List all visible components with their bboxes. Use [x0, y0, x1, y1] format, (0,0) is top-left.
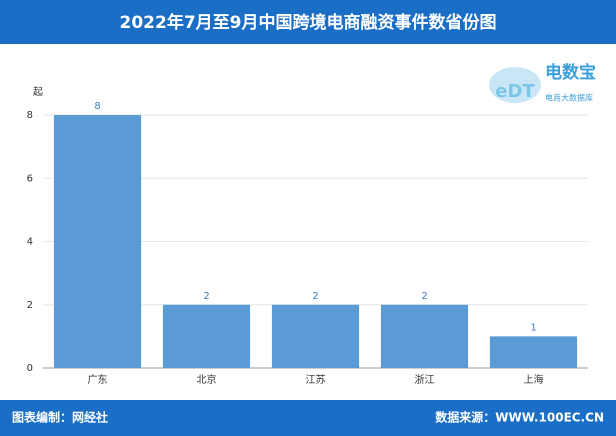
x-tick-label: 浙江 — [415, 374, 435, 386]
footer-bar — [0, 400, 616, 436]
value-label: 2 — [203, 291, 209, 302]
chart-title: 2022年7月至9月中国跨境电商融资事件数省份图 — [120, 12, 497, 33]
logo-subtitle: 电商大数据库 — [545, 93, 593, 103]
x-tick-label: 广东 — [88, 373, 108, 386]
y-tick-label: 6 — [27, 173, 33, 184]
value-label: 2 — [421, 291, 427, 302]
x-tick-label: 江苏 — [306, 373, 326, 386]
logo: eDT 电数宝 电商大数据库 — [489, 62, 596, 103]
y-tick-label: 2 — [27, 300, 33, 311]
bar — [162, 304, 251, 368]
bar — [489, 336, 578, 368]
y-unit: 起 — [33, 86, 43, 98]
x-tick-label: 上海 — [524, 373, 544, 386]
value-label: 8 — [94, 101, 100, 112]
bar — [53, 115, 142, 368]
bar — [271, 304, 360, 368]
bar — [380, 304, 469, 368]
logo-name: 电数宝 — [545, 62, 596, 83]
footer-left: 图表编制：网经社 — [12, 410, 108, 425]
y-tick-label: 0 — [27, 363, 33, 374]
footer-right: 数据来源：WWW.100EC.CN — [435, 410, 604, 425]
logo-cloud — [489, 67, 541, 103]
y-tick-label: 8 — [27, 110, 33, 121]
value-label: 1 — [530, 322, 536, 333]
value-label: 2 — [312, 291, 318, 302]
logo-mark: eDT — [495, 81, 535, 102]
header-bar — [0, 0, 616, 44]
y-tick-label: 4 — [27, 237, 33, 248]
x-tick-label: 北京 — [197, 373, 217, 386]
